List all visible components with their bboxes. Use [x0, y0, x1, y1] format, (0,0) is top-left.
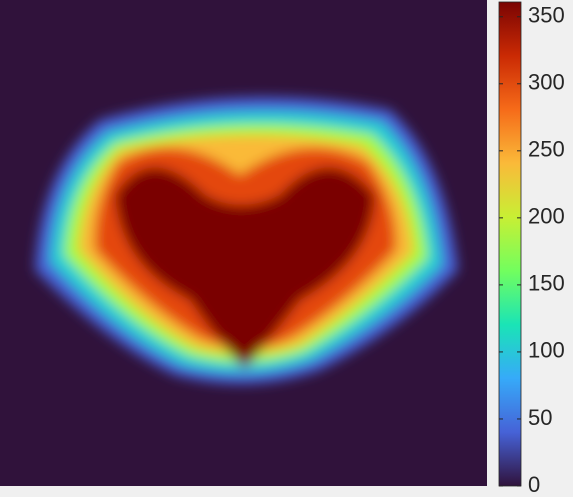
heatmap-image [0, 0, 487, 486]
colorbar-tick-label: 0 [528, 472, 540, 497]
colorbar-tick-label: 350 [528, 3, 565, 28]
colorbar-tick-label: 150 [528, 271, 565, 296]
colorbar-tick-label: 300 [528, 70, 565, 95]
colorbar-frame [498, 1, 522, 487]
colorbar-tick-label: 200 [528, 204, 565, 229]
colorbar [499, 2, 521, 486]
colorbar-tick-label: 50 [528, 405, 552, 430]
colorbar-tick-label: 100 [528, 338, 565, 363]
colorbar-tick-label: 250 [528, 137, 565, 162]
